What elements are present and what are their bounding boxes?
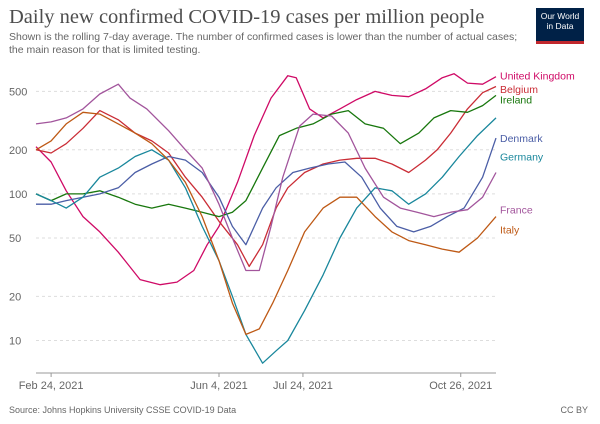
source-note[interactable]: Source: Johns Hopkins University CSSE CO…: [9, 405, 237, 415]
y-tick-label: 500: [9, 86, 27, 98]
series-label-ireland: Ireland: [500, 95, 532, 107]
series-label-united-kingdom: United Kingdom: [500, 71, 575, 83]
x-tick-label: Jun 4, 2021: [190, 380, 248, 392]
series-line-denmark: [36, 137, 497, 246]
series-label-belgium: Belgium: [500, 84, 538, 96]
series-label-france: France: [500, 205, 533, 217]
y-tick-label: 200: [9, 145, 27, 157]
y-tick-label: 50: [9, 233, 21, 245]
series-line-italy: [35, 111, 497, 336]
series-label-denmark: Denmark: [500, 133, 543, 145]
license-note[interactable]: CC BY: [560, 405, 588, 415]
y-tick-label: 20: [9, 291, 21, 303]
y-tick-label: 100: [9, 189, 27, 201]
x-tick-label: Jul 24, 2021: [273, 380, 333, 392]
our-world-in-data-logo[interactable]: Our World in Data: [536, 8, 584, 44]
y-tick-label: 10: [9, 335, 21, 347]
series-line-ireland: [35, 94, 497, 218]
series-line-germany: [35, 117, 497, 364]
series-label-italy: Italy: [500, 225, 520, 237]
chart-subtitle: Shown is the rolling 7-day average. The …: [9, 31, 518, 56]
series-line-belgium: [35, 85, 497, 268]
x-tick-label: Oct 26, 2021: [429, 380, 492, 392]
logo-line-2: in Data: [546, 21, 574, 31]
series-label-germany: Germany: [500, 151, 544, 163]
chart-title: Daily new confirmed COVID-19 cases per m…: [9, 6, 485, 28]
x-tick-label: Feb 24, 2021: [19, 380, 84, 392]
logo-line-1: Our World: [540, 11, 580, 21]
series-line-france: [35, 83, 497, 272]
series-line-united-kingdom: [35, 73, 497, 286]
